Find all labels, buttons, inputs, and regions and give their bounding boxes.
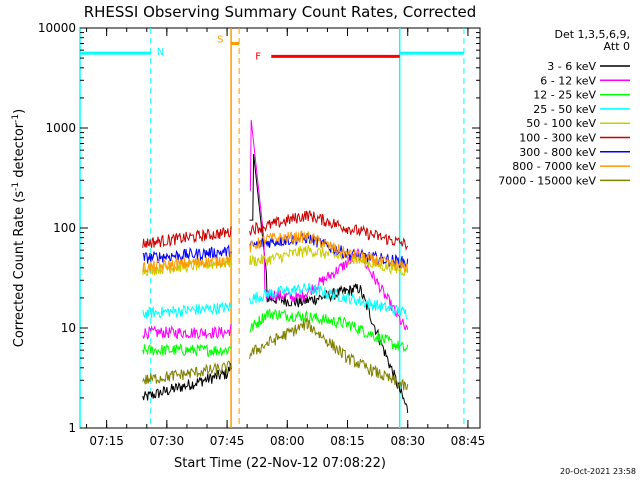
- series-line: [142, 252, 232, 274]
- series-line: [142, 324, 232, 340]
- x-tick-label: 08:30: [390, 434, 425, 448]
- series-line: [142, 256, 232, 277]
- series-line: [249, 318, 409, 391]
- legend-label: 50 - 100 keV: [526, 117, 596, 130]
- x-tick-label: 07:45: [210, 434, 245, 448]
- x-tick-label: 08:15: [330, 434, 365, 448]
- legend-label: 800 - 7000 keV: [512, 160, 596, 173]
- y-axis-label: Corrected Count Rate (s-1 detector-1): [11, 109, 27, 347]
- series-line: [142, 360, 232, 385]
- y-axis-label-pre: Corrected Count Rate (s: [12, 191, 27, 348]
- y-axis-label-sup1: -1: [11, 182, 21, 191]
- legend-header-line1: Det 1,3,5,6,9,: [554, 28, 630, 41]
- y-tick-label: 1000: [45, 121, 76, 135]
- plot-frame: [79, 27, 481, 429]
- series-line: [249, 210, 409, 251]
- legend-label: 25 - 50 keV: [533, 103, 596, 116]
- series-line: [142, 301, 232, 319]
- legend-label: 12 - 25 keV: [533, 89, 596, 102]
- legend-label: 6 - 12 keV: [540, 74, 596, 87]
- legend-label: 7000 - 15000 keV: [498, 174, 596, 187]
- y-tick-label: 100: [53, 221, 76, 235]
- chart-title: RHESSI Observing Summary Count Rates, Co…: [84, 3, 477, 21]
- y-tick-label: 1: [68, 421, 76, 435]
- legend-label: 300 - 800 keV: [519, 146, 596, 159]
- y-axis-label-mid: detector: [12, 122, 27, 182]
- series-group: [142, 120, 409, 413]
- legend-label: 100 - 300 keV: [519, 132, 596, 145]
- y-axis-label-sup2: -1: [11, 114, 21, 123]
- x-tick-label: 07:15: [89, 434, 124, 448]
- series-line: [142, 363, 232, 401]
- x-tick-label: 07:30: [150, 434, 185, 448]
- footer-timestamp: 20-Oct-2021 23:58: [560, 467, 636, 476]
- x-axis-label: Start Time (22-Nov-12 07:08:22): [174, 456, 386, 471]
- series-line: [249, 308, 409, 353]
- series-line: [249, 120, 409, 331]
- series-line: [142, 226, 232, 249]
- x-tick-label: 08:00: [270, 434, 305, 448]
- y-tick-label: 10000: [38, 21, 76, 35]
- series-line: [249, 230, 409, 273]
- flare-label: F: [255, 51, 261, 62]
- x-axis: 07:15 07:30 07:45 08:00 08:15 08:30 08:45: [86, 28, 486, 448]
- series-line: [142, 343, 232, 357]
- legend-label: 3 - 6 keV: [547, 60, 596, 73]
- series-line: [142, 243, 232, 264]
- annotation-bands: N S F: [79, 28, 465, 428]
- series-line: [249, 282, 408, 320]
- night-label: N: [157, 47, 164, 58]
- series-line: [249, 244, 409, 277]
- saa-label: S: [217, 34, 223, 45]
- legend-header-line2: Att 0: [604, 40, 630, 53]
- x-tick-label: 08:45: [451, 434, 486, 448]
- y-axis-label-post: ): [12, 109, 27, 114]
- y-tick-label: 10: [61, 321, 76, 335]
